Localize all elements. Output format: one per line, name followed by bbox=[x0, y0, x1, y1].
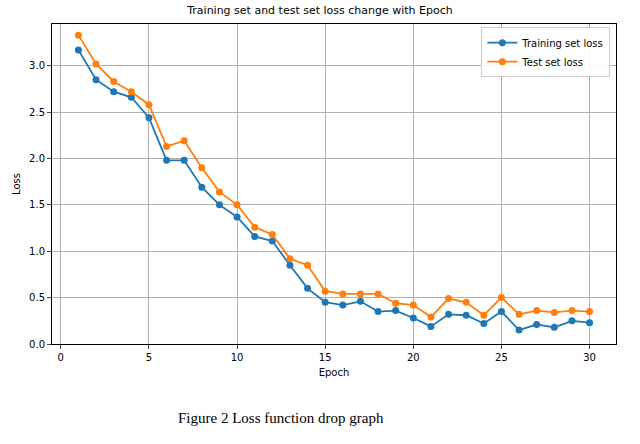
svg-text:Test set loss: Test set loss bbox=[521, 57, 583, 68]
svg-text:0: 0 bbox=[58, 352, 64, 363]
svg-text:30: 30 bbox=[583, 352, 596, 363]
svg-text:3.0: 3.0 bbox=[29, 60, 45, 71]
svg-text:5: 5 bbox=[146, 352, 152, 363]
svg-text:15: 15 bbox=[319, 352, 332, 363]
svg-text:Epoch: Epoch bbox=[319, 367, 350, 378]
svg-text:25: 25 bbox=[495, 352, 508, 363]
svg-text:Training set and test set loss: Training set and test set loss change wi… bbox=[186, 4, 453, 17]
svg-text:Training set loss: Training set loss bbox=[521, 38, 602, 49]
svg-text:0.5: 0.5 bbox=[29, 292, 45, 303]
svg-text:1.5: 1.5 bbox=[29, 199, 45, 210]
svg-text:10: 10 bbox=[231, 352, 244, 363]
svg-text:1.0: 1.0 bbox=[29, 246, 45, 257]
svg-text:2.0: 2.0 bbox=[29, 153, 45, 164]
svg-text:2.5: 2.5 bbox=[29, 107, 45, 118]
svg-text:Figure 2 Loss function drop gr: Figure 2 Loss function drop graph bbox=[178, 410, 384, 426]
svg-text:0.0: 0.0 bbox=[29, 339, 45, 350]
svg-text:20: 20 bbox=[407, 352, 420, 363]
svg-text:Loss: Loss bbox=[11, 173, 22, 195]
